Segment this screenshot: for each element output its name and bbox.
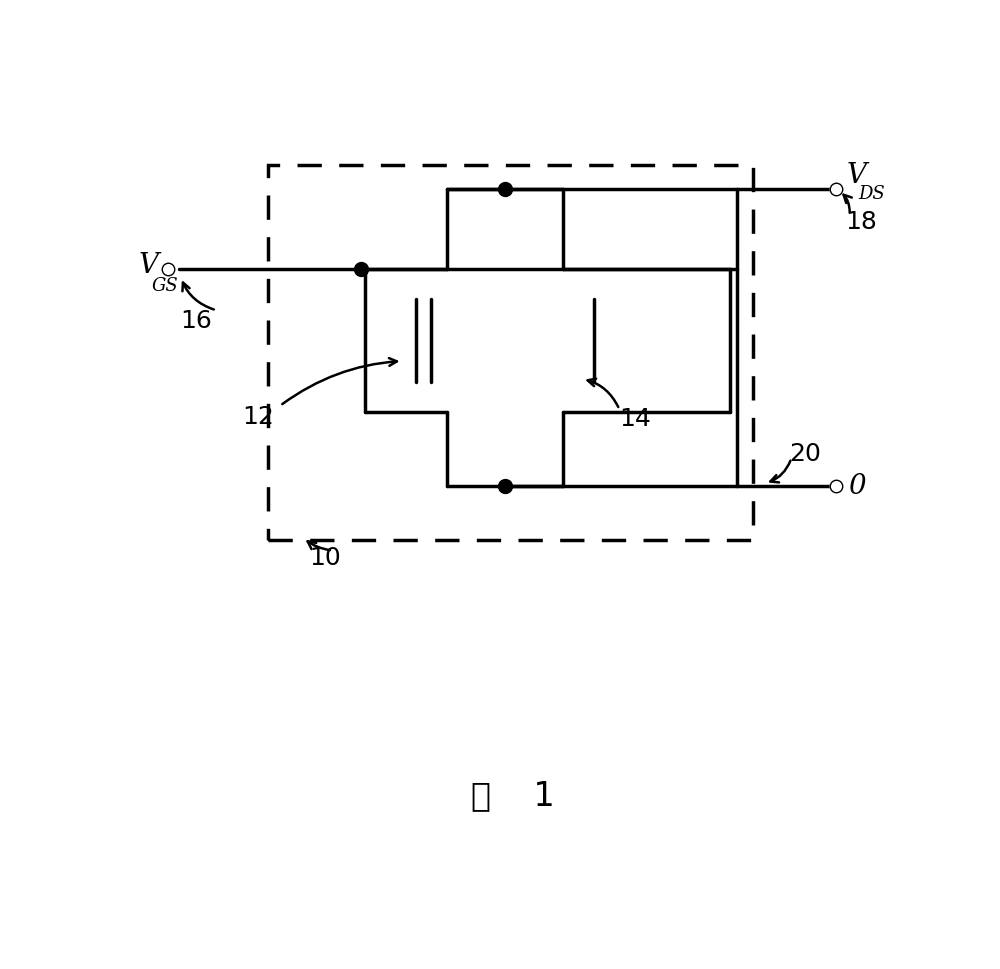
Text: 20: 20 (790, 442, 821, 465)
Text: DS: DS (859, 185, 885, 203)
Text: V: V (847, 163, 867, 190)
Text: 16: 16 (180, 309, 212, 332)
Text: 18: 18 (845, 210, 877, 234)
Text: 10: 10 (309, 546, 341, 570)
Text: 12: 12 (242, 405, 274, 429)
Text: 14: 14 (619, 407, 651, 431)
Text: 0: 0 (848, 473, 865, 500)
Text: 图    1: 图 1 (471, 779, 554, 812)
Text: V: V (138, 252, 158, 279)
Text: GS: GS (152, 277, 179, 296)
